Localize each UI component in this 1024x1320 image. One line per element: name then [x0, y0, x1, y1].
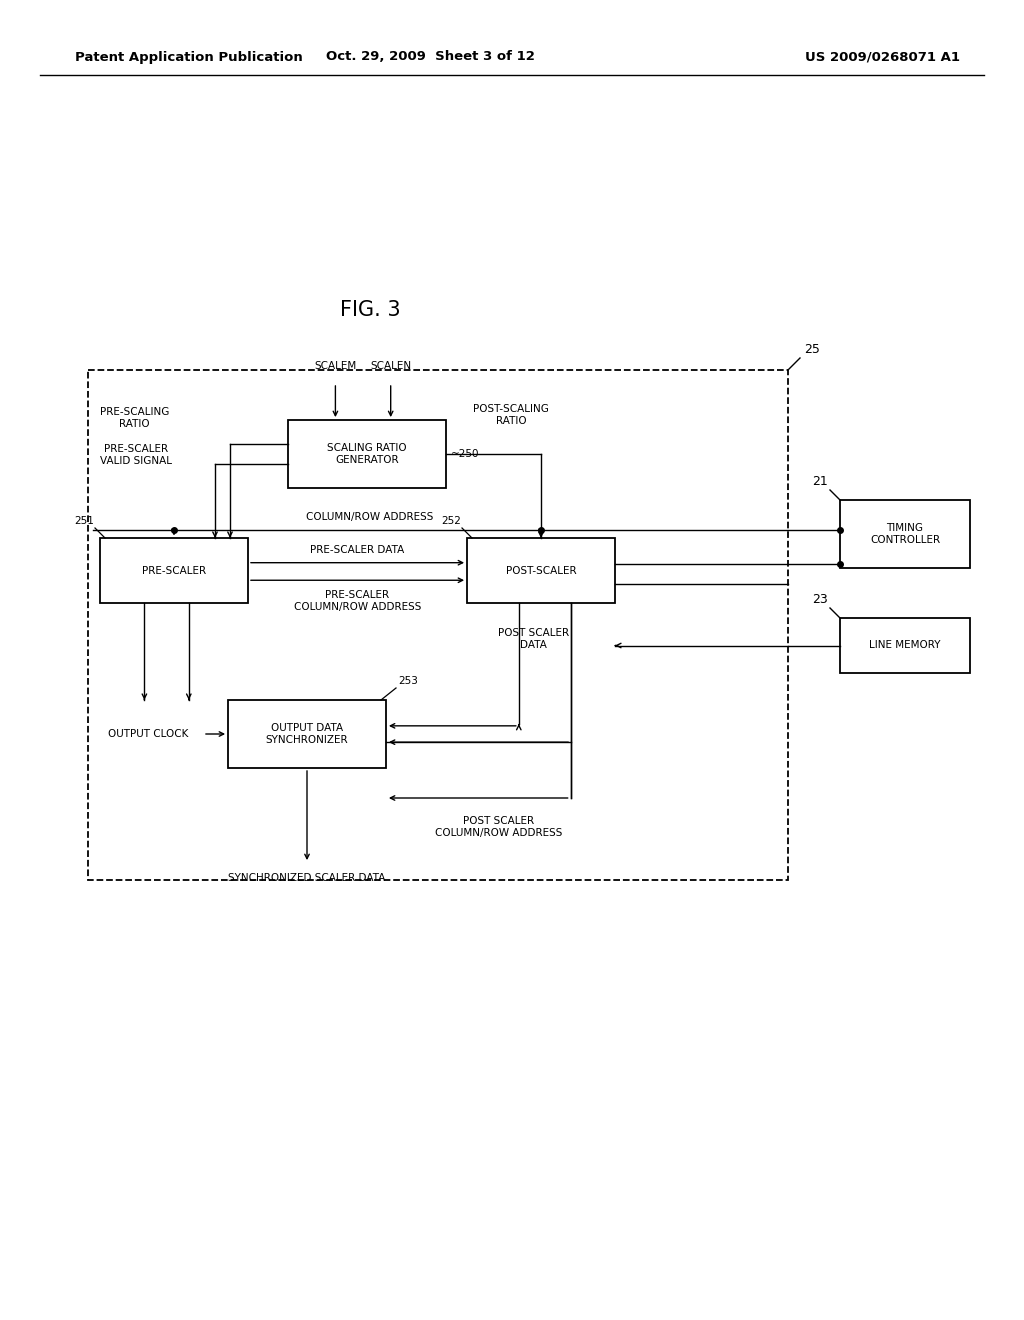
Text: Oct. 29, 2009  Sheet 3 of 12: Oct. 29, 2009 Sheet 3 of 12: [326, 50, 535, 63]
Text: FIG. 3: FIG. 3: [340, 300, 400, 319]
Text: COLUMN/ROW ADDRESS: COLUMN/ROW ADDRESS: [306, 512, 434, 521]
Text: 23: 23: [812, 593, 828, 606]
Text: PRE-SCALER
VALID SIGNAL: PRE-SCALER VALID SIGNAL: [100, 445, 172, 466]
Text: SCALING RATIO
GENERATOR: SCALING RATIO GENERATOR: [328, 444, 407, 465]
Text: Patent Application Publication: Patent Application Publication: [75, 50, 303, 63]
Text: SCALEM: SCALEM: [314, 360, 356, 371]
Text: SYNCHRONIZED SCALER DATA: SYNCHRONIZED SCALER DATA: [228, 873, 386, 883]
Text: POST SCALER
COLUMN/ROW ADDRESS: POST SCALER COLUMN/ROW ADDRESS: [434, 816, 562, 838]
Text: OUTPUT CLOCK: OUTPUT CLOCK: [108, 729, 188, 739]
Text: 25: 25: [804, 343, 820, 356]
Bar: [288, 420, 446, 488]
Text: SCALEN: SCALEN: [370, 360, 412, 371]
Text: TIMING
CONTROLLER: TIMING CONTROLLER: [870, 523, 940, 545]
Text: 253: 253: [398, 676, 418, 686]
Bar: [840, 500, 970, 568]
Text: LINE MEMORY: LINE MEMORY: [869, 640, 941, 651]
Bar: [100, 539, 248, 603]
Text: US 2009/0268071 A1: US 2009/0268071 A1: [805, 50, 961, 63]
Text: PRE-SCALER
COLUMN/ROW ADDRESS: PRE-SCALER COLUMN/ROW ADDRESS: [294, 590, 421, 612]
Text: POST-SCALING
RATIO: POST-SCALING RATIO: [473, 404, 549, 426]
Text: PRE-SCALING
RATIO: PRE-SCALING RATIO: [100, 407, 169, 429]
Text: POST SCALER
DATA: POST SCALER DATA: [499, 628, 569, 649]
Bar: [467, 539, 615, 603]
Bar: [228, 700, 386, 768]
Text: 252: 252: [441, 516, 461, 525]
Bar: [88, 370, 788, 880]
Text: PRE-SCALER DATA: PRE-SCALER DATA: [310, 545, 404, 554]
Text: 21: 21: [812, 475, 828, 488]
Text: PRE-SCALER: PRE-SCALER: [142, 565, 206, 576]
Bar: [840, 618, 970, 673]
Text: OUTPUT DATA
SYNCHRONIZER: OUTPUT DATA SYNCHRONIZER: [265, 723, 348, 744]
Text: 251: 251: [74, 516, 94, 525]
Text: ~250: ~250: [451, 449, 479, 459]
Text: POST-SCALER: POST-SCALER: [506, 565, 577, 576]
